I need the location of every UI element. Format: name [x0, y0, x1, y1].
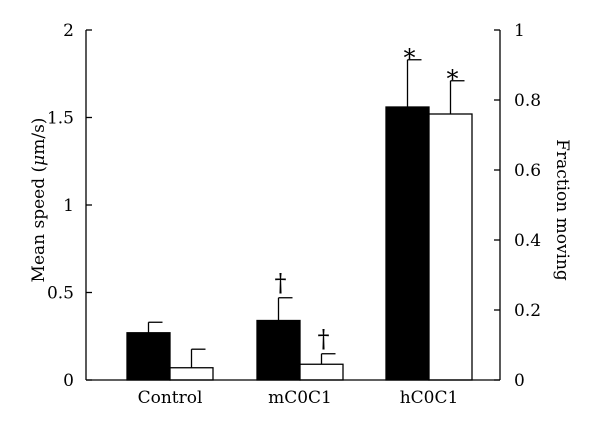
- significance-markers-layer: † * † *: [275, 44, 459, 353]
- x-category-label: mC0C1: [268, 388, 332, 408]
- right-tick-label: 0.2: [514, 301, 541, 321]
- left-axis-title: Mean speed (μm/s): [29, 118, 49, 283]
- fraction-moving-bar: [169, 367, 214, 381]
- left-tick-label: 0.5: [47, 284, 74, 304]
- mean-speed-bar: [385, 106, 430, 381]
- right-tick-label: 0: [514, 371, 525, 391]
- left-tick-label: 1: [63, 196, 74, 216]
- fraction-moving-bar: [299, 363, 344, 381]
- mean-speed-bar: [256, 319, 301, 381]
- right-tick-label: 0.6: [514, 161, 541, 181]
- right-axis-title: Fraction moving: [552, 139, 572, 281]
- x-category-labels: Control mC0C1 hC0C1: [138, 388, 459, 408]
- error-bars-layer: [147, 59, 465, 368]
- right-tick-label: 1: [514, 21, 525, 41]
- right-tick-label: 0.4: [514, 231, 541, 251]
- right-tick-label: 0.8: [514, 91, 541, 111]
- left-tick-label: 1.5: [47, 109, 74, 129]
- x-category-label: Control: [138, 388, 203, 408]
- ticks-layer: 0 0.5 1 1.5 2 0 0.2 0.4 0.6 0.8 1: [47, 21, 541, 391]
- left-axis-title-part-3: m/s): [29, 118, 49, 155]
- left-tick-label: 0: [63, 371, 74, 391]
- x-category-label: hC0C1: [400, 388, 459, 408]
- fraction-moving-bar: [428, 113, 473, 381]
- left-axis-title-part-1: Mean speed (: [29, 166, 49, 283]
- left-tick-label: 2: [63, 21, 74, 41]
- significance-dagger-marker: †: [275, 269, 287, 297]
- bars-layer: [126, 106, 473, 381]
- significance-dagger-marker: †: [318, 325, 330, 353]
- significance-star-marker: *: [404, 44, 416, 72]
- left-axis-title-part-2: μ: [29, 155, 49, 166]
- mean-speed-bar: [126, 332, 171, 381]
- significance-star-marker: *: [447, 65, 459, 93]
